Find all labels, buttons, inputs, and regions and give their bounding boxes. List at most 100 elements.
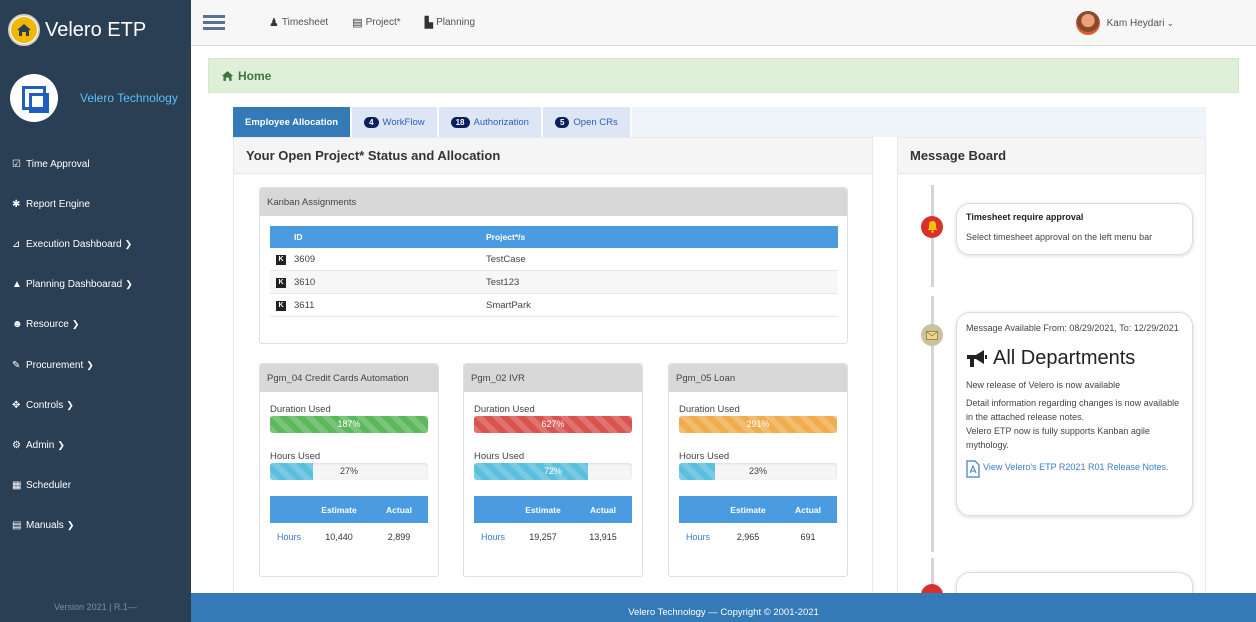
sidebar-item-execution-dashboard[interactable]: ⊿ Execution Dashboard ❯ [0,224,191,264]
tab-employee-allocation[interactable]: Employee Allocation [233,107,353,137]
home-icon [8,14,40,46]
sidebar-item-time-approval[interactable]: ☑ Time Approval [0,144,191,184]
version-label: Version 2021 | R.1— [54,602,137,612]
tab-open-crs[interactable]: 5 Open CRs [542,107,632,137]
gear-icon: ✱ [12,198,21,210]
program-card: Pgm_02 IVR Duration Used 627% Hours Used… [463,363,643,577]
hours-progress-bar: 23% [679,463,837,480]
chevron-down-icon: ❯ [125,279,133,290]
list-alt-icon: ▤ [352,17,363,29]
bar-fill [270,416,428,433]
bar-text: 72% [543,466,562,476]
row-id: 3609 [294,253,316,265]
bar-text: 627% [541,419,565,429]
nav-label: Project* [365,17,401,28]
project-status-panel: Your Open Project* Status and Allocation… [233,137,873,593]
chevron-down-icon: ⌄ [1166,17,1174,28]
table-row: Hours 10,440 2,899 [270,523,428,550]
message-card[interactable]: Message Available From: 08/29/2021, To: … [956,312,1193,516]
hours-progress-bar: 27% [270,463,428,480]
actual-value: 2,899 [387,531,411,542]
message-card[interactable] [956,572,1193,593]
table-row[interactable]: K 3609 TestCase [270,248,838,271]
user-menu[interactable]: Kam Heydari ⌄ [1075,11,1174,35]
kanban-icon: K [276,278,286,288]
sidebar-item-procurement[interactable]: ✎ Procurement ❯ [0,345,191,385]
program-card: Pgm_04 Credit Cards Automation Duration … [259,363,439,577]
duration-progress-bar: 187% [270,416,428,433]
user-clock-icon: ♟ [269,17,279,29]
message-line: Velero ETP now is fully supports Kanban … [966,426,1150,450]
nav-project[interactable]: ▤ Project* [352,16,400,29]
bar-text: 187% [337,419,361,429]
sidebar-item-label: Scheduler [26,480,72,492]
tab-label: WorkFlow [382,116,425,128]
sidebar-item-admin[interactable]: ⚙ Admin ❯ [0,425,191,465]
hours-label: Hours Used [270,451,321,462]
chevron-down-icon: ❯ [124,238,133,249]
hours-label: Hours Used [679,451,730,462]
estimate-table: Estimate Actual Hours 19,257 13,915 [474,496,632,550]
hours-progress-bar: 72% [474,463,632,480]
program-title: Pgm_02 IVR [464,364,642,392]
actual-value: 691 [800,531,816,542]
estimate-value: 19,257 [529,531,557,542]
message-line: Detail information regarding changes is … [966,398,1180,422]
tab-authorization[interactable]: 18 Authorization [438,107,543,137]
brand[interactable]: Velero ETP [0,0,191,60]
bell-icon [921,216,943,238]
hours-label: Hours Used [474,451,525,462]
release-notes-link[interactable]: View Velero's ETP R2021 R01 Release Note… [966,460,1183,478]
sidebar-item-label: Resource [26,319,69,331]
menu-toggle-icon[interactable] [203,15,225,30]
hours-link[interactable]: Hours [276,531,301,542]
users-icon: ☻ [12,319,23,331]
line-chart-icon: ⊿ [12,238,21,250]
nav-planning[interactable]: ▙ Planning [425,16,475,29]
column-header: Estimate [730,504,766,515]
sidebar-item-manuals[interactable]: ▤ Manuals ❯ [0,506,191,546]
hours-link[interactable]: Hours [685,531,710,542]
row-project: TestCase [486,253,526,265]
column-header: ID [294,232,303,242]
count-badge: 18 [450,116,470,128]
chevron-down-icon: ❯ [66,520,75,531]
duration-progress-bar: 291% [679,416,837,433]
sidebar-item-resource[interactable]: ☻ Resource ❯ [0,305,191,345]
count-badge: 5 [554,116,570,128]
nav-label: Timesheet [281,17,329,28]
table-row[interactable]: K 3610 Test123 [270,271,838,294]
footer: Velero Technology — Copyright © 2001-202… [191,593,1256,622]
tab-label: Open CRs [573,116,618,128]
bell-icon [921,584,943,593]
sidebar-item-scheduler[interactable]: ▦ Scheduler [0,466,191,506]
duration-label: Duration Used [474,404,535,415]
check-square-icon: ☑ [12,158,21,170]
app-title: Velero ETP [45,18,147,41]
sidebar-item-planning-dashboard[interactable]: ▲ Planning Dashboarad ❯ [0,265,191,305]
kanban-icon: K [276,255,286,265]
sidebar-item-label: Execution Dashboard [26,238,122,250]
duration-label: Duration Used [270,404,331,415]
sidebar: Velero ETP Velero Technology ☑ Time Appro… [0,0,191,622]
sidebar-item-controls[interactable]: ✥ Controls ❯ [0,385,191,425]
table-row[interactable]: K 3611 SmartPark [270,294,838,317]
company-name: Velero Technology [80,91,178,105]
row-id: 3611 [294,299,315,311]
tab-label: Authorization [473,116,529,128]
message-date: Message Available From: 08/29/2021, To: … [966,323,1179,333]
hours-link[interactable]: Hours [480,531,505,542]
message-board-panel: Message Board Timesheet require approval… [897,137,1206,593]
estimate-table: Estimate Actual Hours 2,965 691 [679,496,837,550]
message-card[interactable]: Timesheet require approval Select timesh… [956,203,1193,255]
tab-bar: Employee Allocation 4 WorkFlow 18 Authoriz… [233,107,1206,137]
pdf-icon [966,460,980,478]
kanban-table: ID Project*/s K 3609 TestCase K 3610 Tes… [270,226,838,317]
sidebar-item-report-engine[interactable]: ✱ Report Engine [0,184,191,224]
avatar [1075,11,1100,35]
tab-workflow[interactable]: 4 WorkFlow [352,107,439,137]
kanban-icon: K [276,301,286,311]
chevron-down-icon: ❯ [57,439,65,450]
nav-timesheet[interactable]: ♟ Timesheet [269,16,328,29]
sitemap-icon: ▲ [12,279,22,291]
